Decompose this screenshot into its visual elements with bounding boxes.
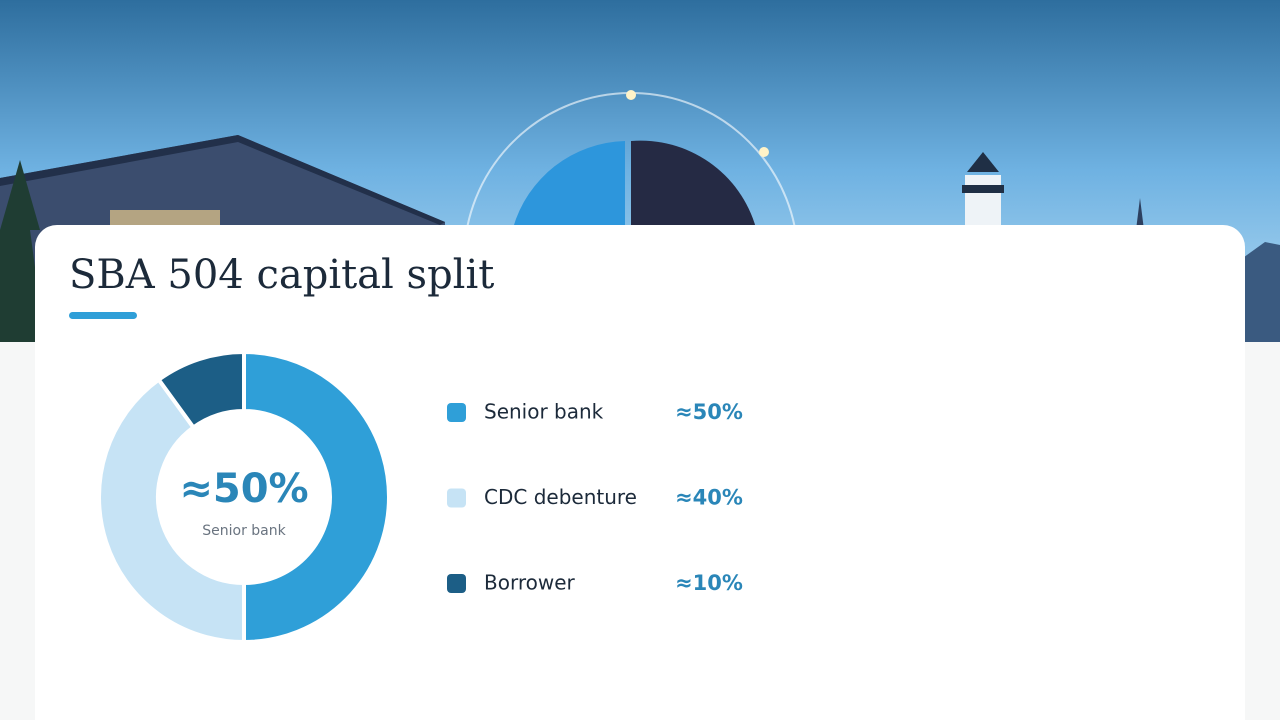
legend-label: CDC debenture <box>484 485 637 509</box>
legend-value: ≈50% <box>675 400 743 424</box>
chart-title: SBA 504 capital split <box>69 252 494 298</box>
legend-label: Borrower <box>484 571 576 595</box>
legend-value: ≈10% <box>675 571 743 595</box>
legend-value: ≈40% <box>675 486 743 510</box>
donut-slice <box>242 349 391 645</box>
legend-swatch <box>447 574 466 593</box>
title-underline <box>69 312 137 319</box>
center-value: ≈50% <box>179 466 308 512</box>
donut-slice <box>155 349 246 431</box>
legend-label: Senior bank <box>484 400 604 424</box>
center-label: Senior bank <box>202 523 286 539</box>
donut-slice <box>97 376 246 645</box>
legend-swatch <box>447 488 466 508</box>
legend-swatch <box>447 403 466 422</box>
